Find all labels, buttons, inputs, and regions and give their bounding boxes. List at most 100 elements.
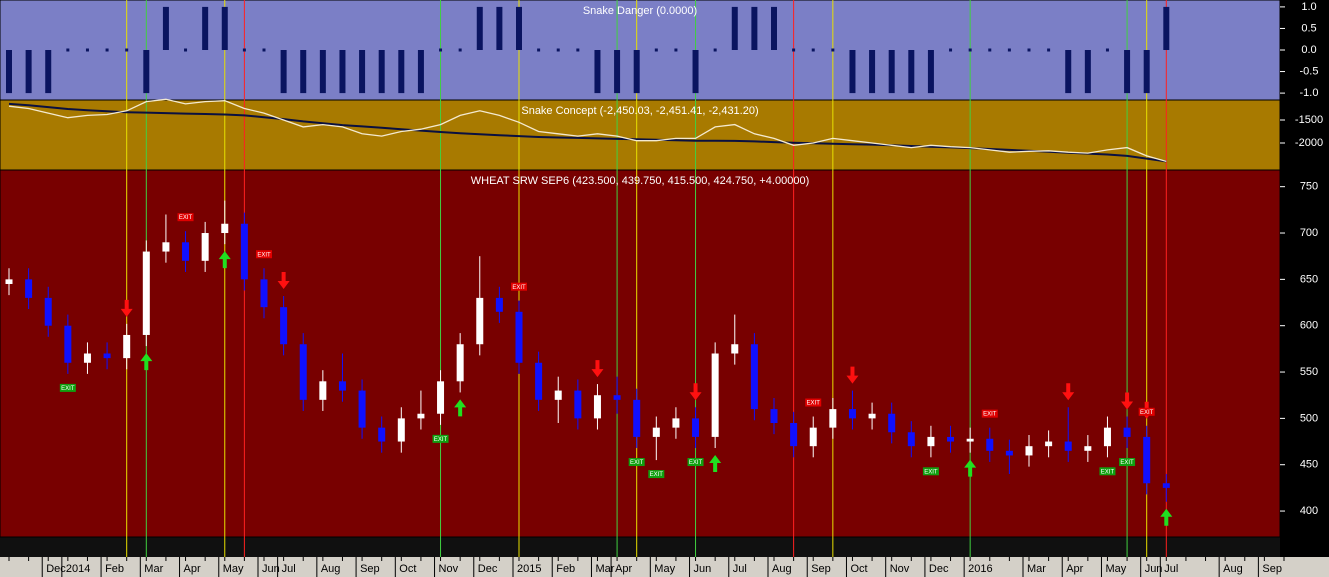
- zero-dot: [811, 48, 815, 52]
- bar: [771, 6, 777, 50]
- zero-dot: [576, 48, 580, 52]
- x-tick-label: Aug: [772, 563, 792, 575]
- sell-arrow: [591, 360, 604, 378]
- panel-background: [0, 169, 1281, 538]
- bar: [221, 6, 228, 50]
- zero-dot: [1047, 48, 1051, 52]
- candle-body: [1084, 446, 1092, 451]
- candle-body: [790, 423, 798, 447]
- candle-body: [1064, 441, 1072, 451]
- buy-arrow: [964, 459, 977, 477]
- candle-body: [319, 381, 327, 400]
- candle-body: [83, 353, 91, 363]
- x-tick-label: Mar: [1027, 563, 1046, 575]
- candle-body: [1162, 483, 1170, 488]
- bar: [378, 50, 385, 94]
- zero-dot: [556, 48, 560, 52]
- y-tick-label: 400: [1300, 505, 1318, 517]
- bar: [1084, 50, 1091, 94]
- candle-body: [1143, 436, 1151, 484]
- zero-dot: [968, 48, 972, 52]
- exit-box: [922, 467, 939, 476]
- y-tick-label: 550: [1300, 366, 1318, 378]
- exit-label: EXIT: [924, 469, 938, 475]
- bar: [614, 50, 621, 94]
- candle-body: [201, 233, 209, 261]
- y-tick-label: 0.0: [1301, 44, 1316, 56]
- x-tick-label: Mar: [595, 563, 614, 575]
- candle-body: [338, 381, 346, 391]
- candle-body: [888, 413, 896, 433]
- candle-body: [986, 438, 994, 451]
- exit-box: [628, 458, 645, 467]
- sell-arrow: [846, 366, 859, 384]
- candle-body: [397, 418, 405, 442]
- candle-body: [476, 297, 484, 345]
- x-tick-label: Sep: [360, 563, 380, 575]
- x-tick-label: Jun: [262, 563, 280, 575]
- candle-body: [103, 353, 111, 359]
- candle-body: [25, 279, 33, 298]
- bar: [398, 50, 405, 94]
- x-tick-label: Jul: [733, 563, 747, 575]
- candle-body: [456, 344, 464, 382]
- zero-dot: [458, 48, 462, 52]
- x-tick-label: Dec: [929, 563, 949, 575]
- candle-body: [515, 311, 523, 363]
- x-tick-label: Feb: [105, 563, 124, 575]
- bar: [45, 50, 52, 94]
- candle-body: [1005, 450, 1013, 456]
- panel-title: Snake Concept (-2,450.03, -2,451.41, -2,…: [521, 105, 758, 117]
- bar: [476, 6, 483, 50]
- x-tick-label: Oct: [399, 563, 416, 575]
- candle-body: [5, 279, 13, 284]
- candle-body: [221, 223, 229, 234]
- candle-body: [692, 418, 700, 437]
- x-tick-label: Jun: [694, 563, 712, 575]
- bar: [594, 50, 601, 94]
- candle-body: [44, 297, 52, 326]
- x-tick-label: Nov: [890, 563, 910, 575]
- candle-body: [299, 344, 307, 400]
- exit-box: [648, 470, 665, 479]
- y-tick-label: 600: [1300, 320, 1318, 332]
- sell-arrow: [689, 383, 702, 401]
- sell-arrow: [277, 272, 290, 290]
- zero-dot: [242, 48, 246, 52]
- candle-body: [1123, 427, 1131, 437]
- panel-title: WHEAT SRW SEP6 (423.500, 439.750, 415.50…: [471, 175, 809, 187]
- exit-box: [981, 409, 998, 418]
- x-tick-label: Apr: [615, 563, 632, 575]
- bar: [869, 50, 876, 94]
- exit-label: EXIT: [650, 472, 664, 478]
- candle-body: [554, 390, 562, 400]
- candle-body: [613, 395, 621, 400]
- x-tick-label: Jul: [1164, 563, 1178, 575]
- buy-arrow: [709, 455, 722, 473]
- candle-body: [809, 427, 817, 447]
- x-tick-label: Oct: [850, 563, 867, 575]
- candle-body: [848, 409, 856, 419]
- x-tick-label: Apr: [184, 563, 201, 575]
- y-tick-label: 700: [1300, 227, 1318, 239]
- zero-dot: [949, 48, 953, 52]
- exit-label: EXIT: [1120, 460, 1134, 466]
- x-tick-label: Nov: [439, 563, 459, 575]
- x-tick-label: 2015: [517, 563, 541, 575]
- bar: [1163, 6, 1170, 50]
- candle-body: [378, 427, 386, 442]
- status-strip: [0, 537, 1280, 557]
- exit-label: EXIT: [1140, 410, 1154, 416]
- exit-label: EXIT: [179, 215, 193, 221]
- x-tick-label: Mar: [144, 563, 163, 575]
- exit-box: [256, 250, 272, 259]
- candle-body: [947, 436, 955, 442]
- candle-body: [535, 362, 543, 400]
- candle-body: [652, 427, 660, 437]
- exit-label: EXIT: [689, 460, 703, 466]
- candle-body: [868, 413, 876, 419]
- panel-title: Snake Danger (0.0000): [583, 5, 697, 17]
- bar: [339, 50, 346, 94]
- candle-body: [731, 344, 739, 354]
